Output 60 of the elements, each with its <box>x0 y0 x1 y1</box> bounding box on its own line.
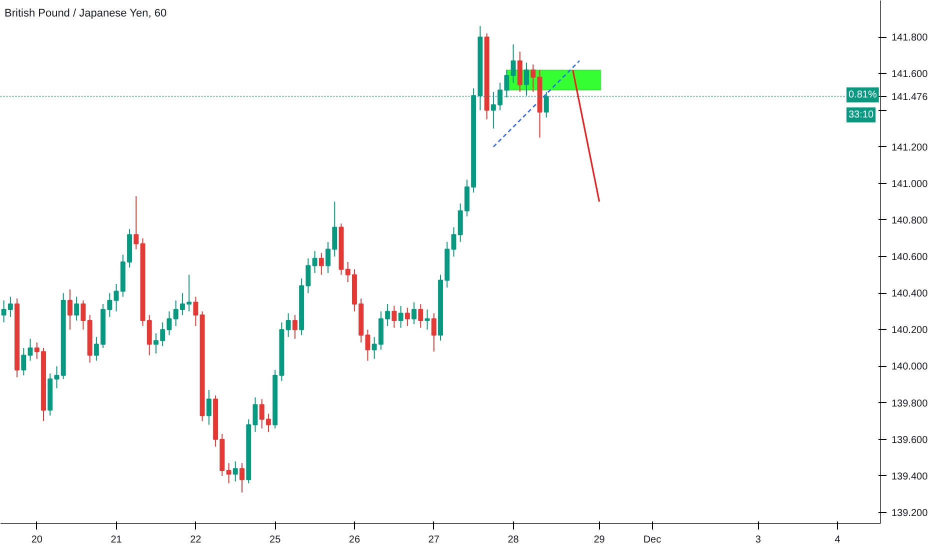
y-tick-label: 139.800 <box>892 398 928 410</box>
x-tick-label: 20 <box>31 534 43 546</box>
y-tick-label: 141.200 <box>892 142 928 154</box>
candlestick <box>134 196 139 250</box>
candlestick <box>166 310 172 336</box>
candlestick <box>74 296 80 322</box>
ref-line-label: 141.476 <box>892 92 928 103</box>
candlestick <box>530 64 536 92</box>
candlestick <box>146 314 152 356</box>
y-tick-label: 140.200 <box>892 325 928 336</box>
y-tick-label: 141.800 <box>892 32 928 44</box>
y-tick-label: 140.000 <box>892 362 928 373</box>
candlestick <box>292 314 298 340</box>
x-tick-label: Dec <box>643 534 662 546</box>
y-tick-label: 139.400 <box>892 471 928 482</box>
candlestick <box>418 304 424 328</box>
x-tick-label: 27 <box>428 534 440 546</box>
y-tick-label: 141.600 <box>892 69 928 80</box>
y-tick-label: 140.800 <box>892 215 928 226</box>
candlestick <box>28 338 33 362</box>
annotation: 0.81% <box>848 89 877 100</box>
candlestick <box>431 312 436 352</box>
candlestick <box>451 226 456 258</box>
candlestick <box>252 396 258 433</box>
candlestick <box>232 460 238 482</box>
y-tick-label: 139.200 <box>892 508 928 520</box>
candlestick <box>286 312 291 338</box>
candlestick <box>226 462 232 484</box>
candlestick <box>193 296 198 327</box>
x-tick-label: 29 <box>594 534 606 546</box>
candlestick <box>206 390 212 426</box>
candlestick <box>312 250 318 274</box>
x-tick-label: 3 <box>755 534 762 546</box>
x-tick-label: 21 <box>110 534 122 546</box>
y-tick-label: 140.400 <box>892 288 928 300</box>
candlestick <box>510 44 516 84</box>
candlestick <box>21 347 26 376</box>
candlestick <box>412 302 417 325</box>
x-tick-label: 25 <box>270 534 282 546</box>
x-tick-label: 22 <box>190 534 202 546</box>
y-tick-label: 140.600 <box>892 252 928 264</box>
candlestick <box>80 300 86 330</box>
candlestick <box>186 274 192 312</box>
y-tick-label: 139.600 <box>892 434 928 446</box>
x-tick-label: 4 <box>834 534 841 546</box>
candlestick <box>54 366 60 389</box>
candlestick <box>398 305 404 328</box>
candlestick <box>517 51 522 92</box>
candlestick <box>240 462 244 493</box>
candlestick <box>404 307 410 327</box>
candlestick <box>318 252 324 276</box>
candlestick <box>392 305 397 328</box>
x-tick-label: 26 <box>348 534 360 546</box>
text: British Pound / Japanese Yen, 60 <box>4 8 167 20</box>
candlestick <box>67 288 72 330</box>
candlestick <box>34 342 40 360</box>
y-tick-label: 141.000 <box>892 178 928 190</box>
annotation: 33:10 <box>848 109 874 120</box>
candlestick <box>424 309 430 330</box>
x-tick-label: 28 <box>508 534 520 546</box>
